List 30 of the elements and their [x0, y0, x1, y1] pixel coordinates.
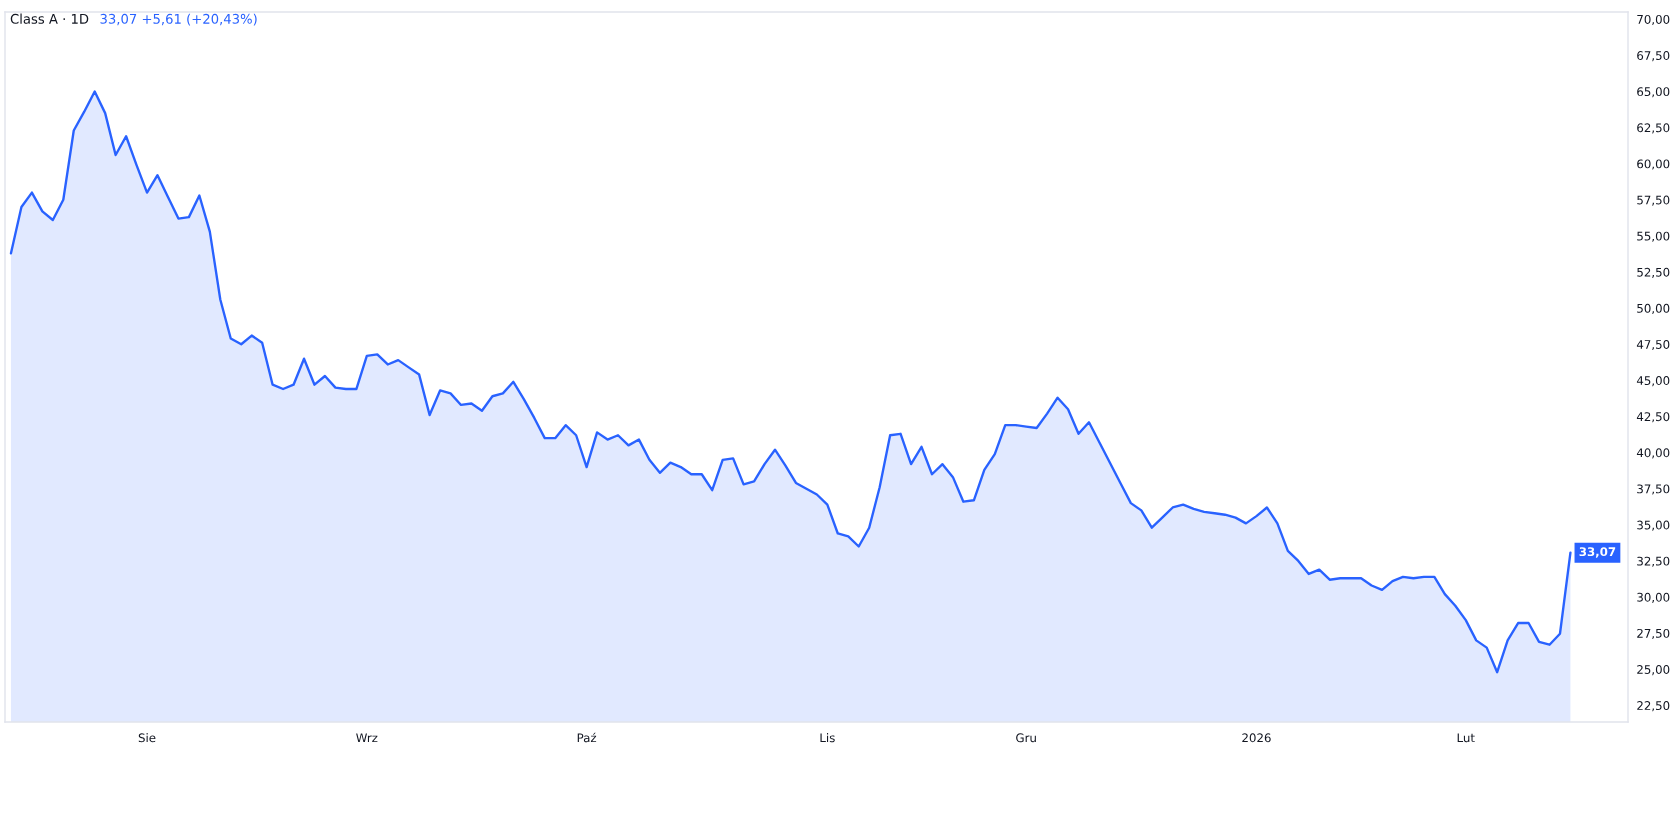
y-tick-label: 45,00 [1636, 376, 1670, 387]
y-tick-label: 27,50 [1637, 628, 1670, 640]
y-tick-label: 70,00 [1637, 14, 1670, 26]
chart-title: Class A · 1D [10, 13, 89, 24]
y-tick-label: 42,50 [1636, 412, 1670, 423]
y-tick-label: 57,50 [1637, 195, 1670, 206]
x-tick-label: Lut [1457, 733, 1475, 743]
text: 33,07 [1579, 547, 1616, 558]
x-tick-label: Wrz [356, 733, 378, 743]
y-tick-label: 62,50 [1637, 123, 1670, 134]
y-tick-label: 40,00 [1636, 448, 1670, 459]
x-tick-label: Gru [1016, 733, 1036, 743]
y-tick-label: 52,50 [1637, 267, 1670, 278]
y-tick-label: 25,00 [1637, 665, 1670, 676]
y-tick-label: 50,00 [1637, 303, 1670, 314]
y-tick-label: 47,50 [1636, 339, 1670, 351]
x-tick-label: Lis [820, 733, 835, 743]
y-tick-label: 32,50 [1637, 556, 1670, 567]
y-tick-label: 30,00 [1637, 592, 1670, 603]
y-tick-label: 35,00 [1637, 520, 1670, 531]
y-tick-label: 55,00 [1637, 231, 1670, 242]
y-tick-label: 67,50 [1637, 51, 1670, 62]
x-tick-label: 2026 [1242, 733, 1271, 743]
y-tick-label: 22,50 [1637, 701, 1670, 712]
y-tick-label: 60,00 [1637, 159, 1670, 170]
x-tick-label: Paź [577, 732, 597, 743]
y-tick-label: 37,50 [1637, 484, 1670, 495]
x-tick-label: Sie [138, 733, 156, 743]
y-tick-label: 65,00 [1637, 87, 1670, 98]
chart-subtitle: 33,07 +5,61 (+20,43%) [100, 13, 257, 26]
